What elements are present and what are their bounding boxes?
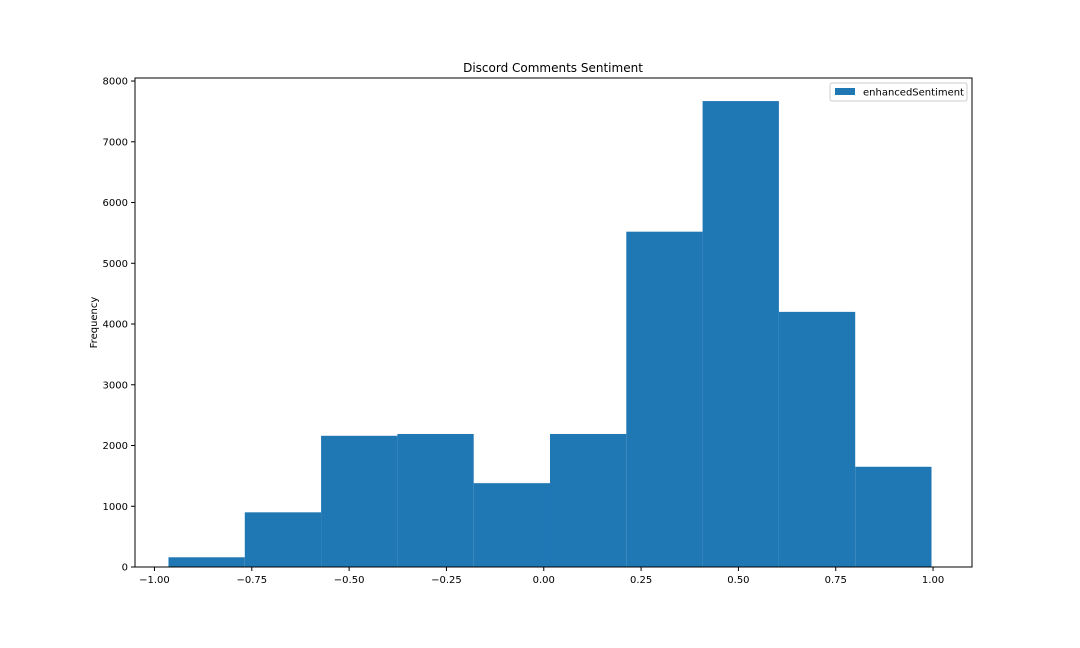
histogram-bar: [321, 435, 398, 567]
x-tick-label: −0.25: [431, 575, 462, 586]
x-tick-label: 0.00: [533, 575, 555, 586]
y-axis-label: Frequency: [89, 297, 100, 349]
y-tick-label: 4000: [103, 320, 128, 331]
histogram-bar: [397, 433, 474, 567]
x-tick-label: 0.50: [727, 575, 749, 586]
histogram-bar: [244, 512, 322, 567]
x-tick-label: 0.25: [630, 575, 652, 586]
y-tick-label: 7000: [103, 137, 128, 148]
histogram-bar: [168, 557, 245, 567]
x-tick-label: −0.50: [334, 575, 365, 586]
y-axis: 0 1000 2000 3000 4000 5000 6000 7000 8000: [103, 77, 135, 574]
x-axis: −1.00 −0.75 −0.50 −0.25 0.00 0.25 0.50 0.75 1.00: [139, 567, 944, 586]
x-tick-label: −0.75: [236, 575, 267, 586]
y-tick-label: 6000: [103, 198, 128, 209]
chart-title: Discord Comments Sentiment: [463, 61, 643, 75]
histogram-bar: [549, 433, 627, 567]
histogram-bar: [626, 231, 703, 567]
y-tick-label: 2000: [103, 441, 128, 452]
x-tick-label: 1.00: [922, 575, 944, 586]
plot-frame: [134, 77, 973, 568]
x-tick-label: −1.00: [139, 575, 170, 586]
legend-box: [829, 82, 968, 102]
legend-label: enhancedSentiment: [863, 88, 964, 99]
y-tick-label: 8000: [103, 77, 128, 88]
y-tick-label: 0: [122, 563, 128, 574]
legend: enhancedSentiment: [829, 82, 968, 102]
histogram-bar: [702, 101, 779, 568]
legend-swatch: [835, 88, 855, 95]
histogram-bar: [473, 483, 550, 567]
bars-group: [168, 101, 932, 568]
y-tick-label: 1000: [103, 502, 128, 513]
histogram-bar: [778, 311, 856, 567]
histogram-bar: [855, 466, 932, 567]
x-tick-label: 0.75: [825, 575, 847, 586]
y-tick-label: 3000: [103, 380, 128, 391]
y-tick-label: 5000: [103, 259, 128, 270]
